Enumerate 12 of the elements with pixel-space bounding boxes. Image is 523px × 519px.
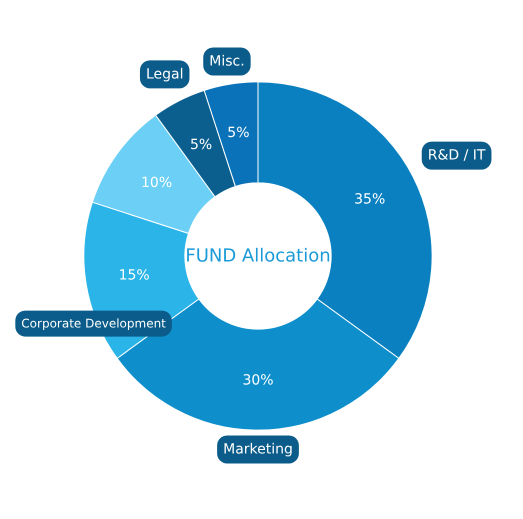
data-label: 35% bbox=[354, 192, 386, 208]
data-label: 10% bbox=[141, 174, 172, 191]
text: FUND Allocation bbox=[185, 246, 331, 266]
data-label: 5% bbox=[190, 137, 212, 154]
slice-label: Marketing bbox=[223, 441, 293, 458]
data-label: 30% bbox=[242, 372, 274, 388]
slice-label: Corporate Development bbox=[21, 316, 166, 331]
data-label: 5% bbox=[227, 125, 250, 142]
slice-label: R&D / IT bbox=[428, 148, 486, 164]
slice-label: Misc. bbox=[209, 53, 245, 70]
slice-label: Legal bbox=[146, 66, 184, 82]
data-label: 15% bbox=[118, 267, 150, 284]
